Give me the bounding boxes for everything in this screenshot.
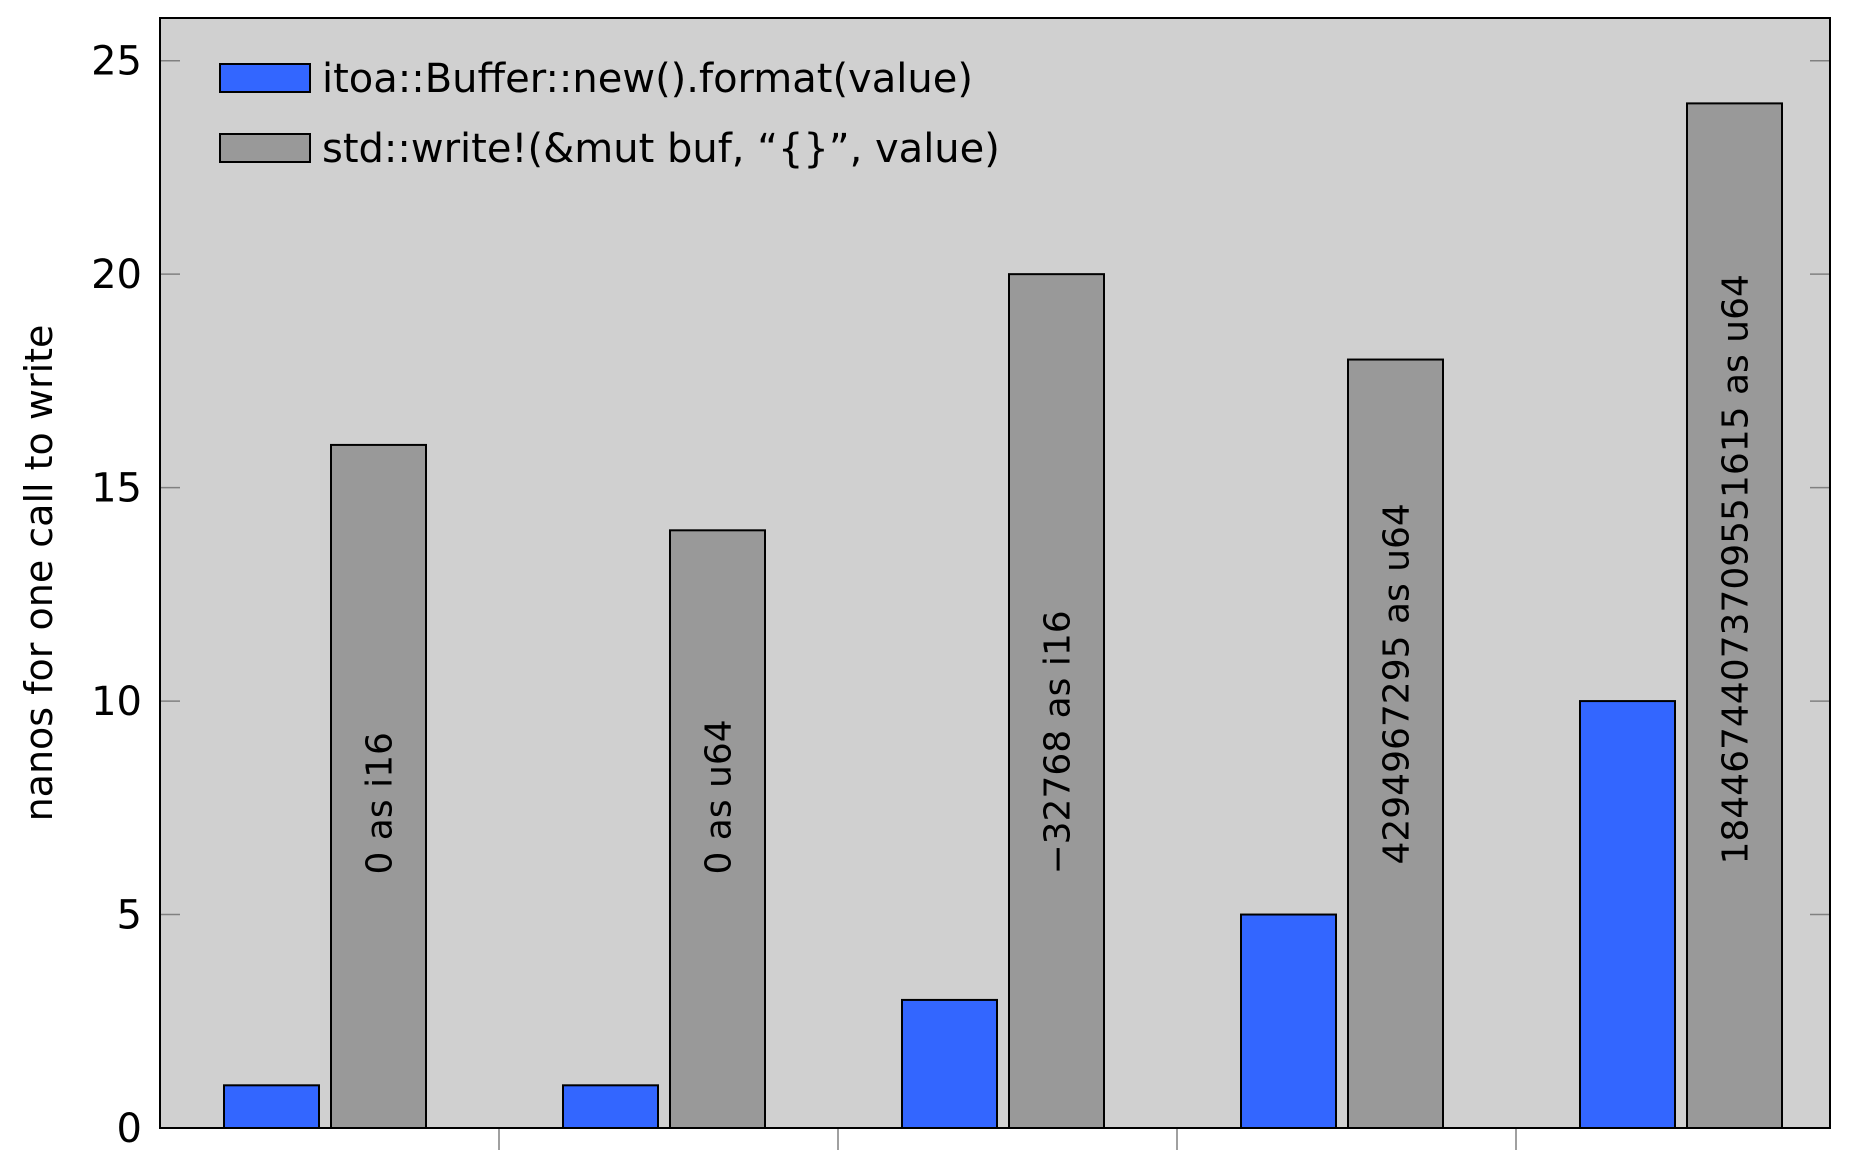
bar-itoa-4 [1579, 700, 1676, 1129]
y-tick-label: 15 [91, 466, 142, 512]
y-tick-label: 0 [117, 1106, 142, 1152]
legend-swatch-1 [219, 133, 311, 163]
y-tick-label: 10 [91, 679, 142, 725]
y-tick-label: 25 [91, 39, 142, 85]
bar-std-write-2 [1008, 273, 1105, 1129]
category-label-4: 18446744073709551615 as u64 [1716, 274, 1757, 864]
category-label-3: 4294967295 as u64 [1377, 503, 1418, 864]
legend: itoa::Buffer::new().format(value)std::wr… [219, 56, 1000, 172]
bar-itoa-2 [901, 998, 998, 1130]
bar-itoa-0 [223, 1084, 320, 1130]
y-axis-label: nanos for one call to write [17, 325, 61, 822]
legend-entry-label-0: itoa::Buffer::new().format(value) [322, 56, 973, 102]
plot-area-frame [159, 17, 1831, 1129]
legend-swatch-0 [219, 63, 311, 93]
y-axis-ticks: 0 5 10 15 20 25 [91, 39, 1830, 1152]
y-tick-label: 5 [117, 893, 142, 939]
bar-std-write-3 [1347, 358, 1444, 1129]
y-tick-label: 20 [91, 252, 142, 298]
category-label-2: −32768 as i16 [1038, 610, 1079, 874]
category-label-1: 0 as u64 [699, 719, 740, 874]
bar-std-write-0 [330, 443, 427, 1129]
bar-itoa-1 [562, 1084, 659, 1130]
bars [223, 102, 1783, 1130]
bar-std-write-4 [1686, 102, 1783, 1129]
plot-area-background [160, 18, 1830, 1128]
bar-std-write-1 [669, 529, 766, 1129]
legend-entry-label-1: std::write!(&mut buf, “{}”, value) [322, 126, 1000, 172]
category-labels: 0 as i16 0 as u64 −32768 as i16 4294967295 … [360, 274, 1757, 874]
category-label-0: 0 as i16 [360, 732, 401, 874]
bar-itoa-3 [1240, 913, 1337, 1129]
